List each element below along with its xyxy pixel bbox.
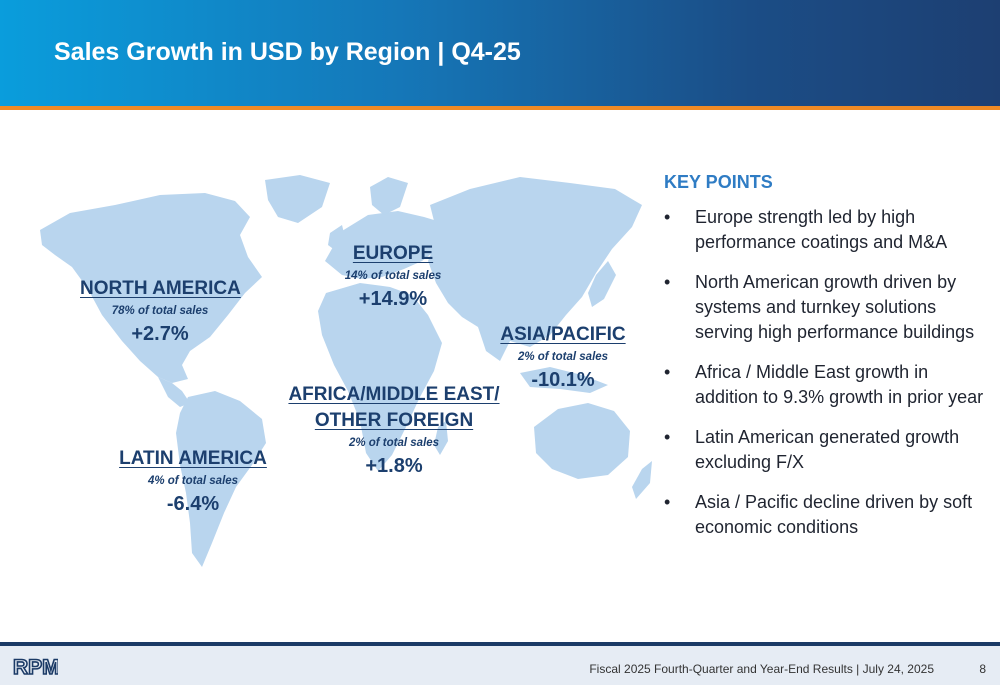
region-share: 14% of total sales (344, 270, 442, 282)
world-map (40, 175, 652, 567)
region-share: 4% of total sales (147, 475, 239, 487)
region-name: NORTH AMERICA (80, 278, 241, 299)
footer-bar (0, 646, 1000, 685)
region-north-america: NORTH AMERICA 78% of total sales +2.7% (80, 276, 241, 347)
key-points-title: KEY POINTS (664, 172, 773, 192)
key-point-item: Asia / Pacific decline driven by soft ec… (664, 490, 984, 540)
region-growth: +14.9% (358, 288, 428, 310)
europe-shape (325, 211, 444, 279)
uk-shape (328, 225, 346, 251)
madagascar-shape (434, 421, 448, 455)
south-america-shape (176, 391, 266, 567)
key-point-item: Europe strength led by high performance … (664, 205, 984, 255)
region-share: 78% of total sales (111, 305, 209, 317)
japan-shape (588, 261, 616, 307)
region-latin-america: LATIN AMERICA 4% of total sales -6.4% (113, 446, 273, 517)
footer-caption: Fiscal 2025 Fourth-Quarter and Year-End … (589, 662, 934, 676)
key-point-item: Africa / Middle East growth in addition … (664, 360, 984, 410)
region-africa-middle-east: AFRICA/MIDDLE EAST/ OTHER FOREIGN 2% of … (284, 382, 504, 479)
region-name-line1: AFRICA/MIDDLE EAST/ (288, 384, 500, 405)
region-asia-pacific: ASIA/PACIFIC 2% of total sales -10.1% (488, 322, 638, 393)
rpm-logo: RPM (12, 655, 58, 678)
region-name: LATIN AMERICA (119, 448, 267, 469)
key-points-list: Europe strength led by high performance … (664, 205, 984, 555)
central-america-shape (158, 377, 190, 407)
region-europe: EUROPE 14% of total sales +14.9% (313, 241, 473, 312)
region-growth: -6.4% (166, 493, 220, 515)
region-name-line2: OTHER FOREIGN (314, 410, 474, 431)
footer-divider (0, 642, 1000, 646)
region-growth: -10.1% (531, 369, 595, 391)
australia-shape (534, 403, 630, 479)
greenland-shape (265, 175, 330, 223)
region-name: EUROPE (352, 243, 434, 264)
region-name: ASIA/PACIFIC (500, 324, 626, 345)
scandinavia-shape (370, 177, 408, 215)
page-title: Sales Growth in USD by Region | Q4-25 (54, 38, 521, 66)
new-zealand-shape (632, 461, 652, 499)
africa-shape (318, 283, 442, 471)
region-growth: +1.8% (365, 455, 423, 477)
header-banner (0, 0, 1000, 106)
key-point-item: Latin American generated growth excludin… (664, 425, 984, 475)
key-point-item: North American growth driven by systems … (664, 270, 984, 345)
svg-text:RPM: RPM (13, 656, 58, 678)
header-accent-line (0, 106, 1000, 110)
region-growth: +2.7% (131, 323, 189, 345)
region-share: 2% of total sales (517, 351, 609, 363)
region-share: 2% of total sales (348, 437, 440, 449)
asia-shape (428, 177, 642, 361)
islands-shape (520, 367, 608, 393)
page-number: 8 (979, 662, 986, 676)
north-america-shape (40, 193, 262, 383)
